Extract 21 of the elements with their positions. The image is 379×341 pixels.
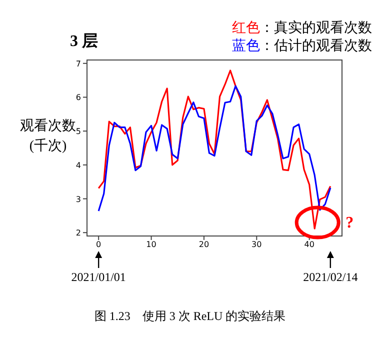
y-tick-label: 2	[76, 228, 81, 238]
y-tick-label: 3	[76, 194, 81, 204]
y-tick-label: 5	[76, 127, 81, 136]
x-tick-label: 20	[198, 240, 210, 249]
chart-title: 3 层	[70, 33, 98, 50]
y-tick-label: 6	[76, 93, 81, 102]
text: 红色：真实的观看次数	[232, 20, 372, 36]
text: 蓝色：估计的观看次数	[232, 38, 372, 54]
y-tick-label: 4	[76, 160, 81, 170]
annotation: ?	[346, 214, 354, 232]
caption: 图 1.23 使用 3 次 ReLU 的实验结果	[94, 309, 286, 323]
x-tick-label: 0	[96, 240, 102, 249]
x-tick-label: 30	[252, 240, 262, 249]
y-axis-title: 观看次数 (千次)	[20, 118, 76, 154]
y-tick-label: 7	[76, 59, 81, 68]
line-series	[98, 85, 332, 212]
line-series	[98, 70, 332, 230]
x-tick-label: 10	[146, 240, 156, 249]
text: 2021/01/01	[71, 270, 126, 284]
text: 2021/02/14	[303, 270, 358, 284]
x-tick-label: 40	[304, 240, 314, 249]
